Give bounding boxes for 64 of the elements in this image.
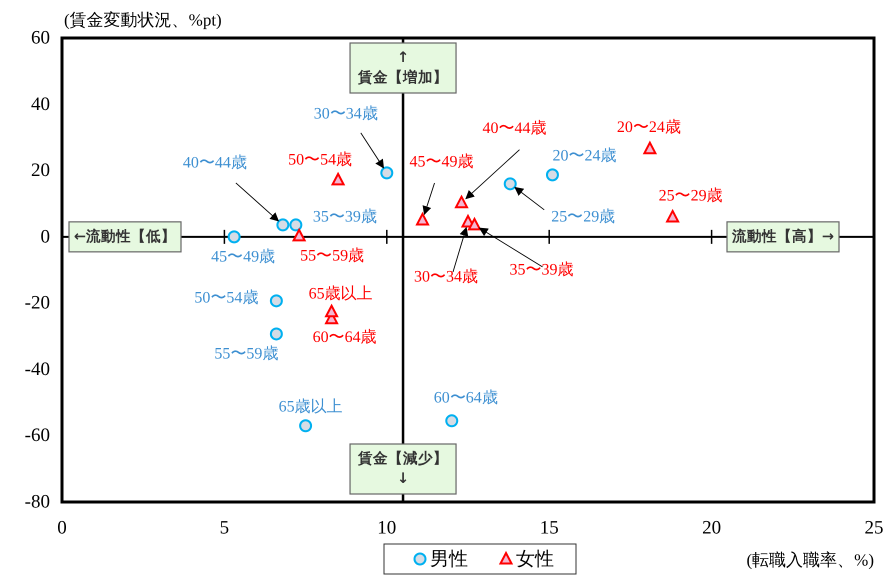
y-tick-label: 40 [31, 94, 50, 115]
annotation: 30〜34歳 [314, 104, 378, 122]
x-tick-label: 5 [220, 518, 230, 538]
annotation: 60〜64歳 [434, 388, 498, 406]
annotation: 流動性【高】→ [730, 226, 834, 245]
annotation: 45〜49歳 [211, 247, 276, 266]
x-tick-label: 25 [864, 518, 884, 538]
point [270, 327, 283, 340]
y-tick-label: 20 [31, 160, 50, 182]
point [289, 218, 302, 232]
quadrant-label: 流動性【高】→ [726, 221, 840, 252]
y-tick-label: -80 [24, 492, 50, 512]
point [292, 228, 306, 242]
point [380, 166, 394, 180]
point [270, 294, 283, 308]
x-axis-title: (転職入職率、%) [746, 550, 874, 570]
y-tick-label: -60 [24, 425, 50, 446]
x-tick-label: 20 [702, 518, 722, 538]
x-tick-label: 15 [540, 518, 559, 538]
annotation: 50〜54歳 [288, 150, 352, 168]
point [455, 196, 468, 208]
annotation: 65歳以上 [278, 397, 343, 416]
x-tick-label: 10 [377, 518, 396, 538]
y-tick-label: 0 [40, 226, 50, 248]
point [666, 210, 680, 222]
point [416, 212, 430, 226]
point [325, 304, 338, 318]
point [468, 218, 481, 230]
annotation: 40〜44歳 [182, 153, 247, 172]
annotation: 25〜29歳 [551, 207, 616, 226]
annotation: 45〜49歳 [410, 152, 474, 170]
point [546, 168, 559, 182]
annotation: 55〜59歳 [214, 344, 278, 362]
annotation: 25〜29歳 [658, 186, 723, 204]
point [299, 419, 312, 432]
quadrant-label: ↑ 賃金【増加】 [349, 42, 457, 94]
y-tick-label: 60 [31, 28, 50, 48]
quadrant-label: 賃金【減少】 ↓ [349, 443, 457, 495]
y-tick-label: -20 [24, 292, 50, 314]
point [445, 414, 458, 428]
y-axis-title: (賃金変動状況、%pt) [64, 10, 222, 30]
annotation: 60〜64歳 [312, 328, 377, 346]
annotation: 20〜24歳 [552, 146, 616, 164]
annotation: 35〜39歳 [312, 207, 377, 226]
annotation: 20〜24歳 [616, 118, 681, 136]
point [643, 142, 656, 154]
annotation: 30〜34歳 [414, 267, 478, 286]
point [504, 177, 517, 190]
y-tick-label: -40 [24, 358, 50, 380]
x-tick-label: 0 [57, 518, 67, 538]
annotation: ↑ 賃金【増加】 [357, 50, 448, 86]
annotation: 55〜59歳 [300, 246, 364, 264]
point [228, 230, 241, 244]
quadrant-label: ←流動性【低】 [68, 221, 182, 252]
annotation: ←流動性【低】 [74, 226, 176, 245]
annotation: 65歳以上 [308, 284, 373, 302]
point [276, 218, 290, 232]
legend-label: 男性 [430, 548, 468, 570]
annotation: 賃金【減少】 ↓ [357, 450, 448, 487]
point [332, 172, 345, 186]
annotation: 40〜44歳 [482, 119, 547, 138]
annotation: 50〜54歳 [194, 288, 258, 306]
legend-label: 女性 [516, 548, 554, 570]
annotation: 35〜39歳 [509, 260, 574, 278]
